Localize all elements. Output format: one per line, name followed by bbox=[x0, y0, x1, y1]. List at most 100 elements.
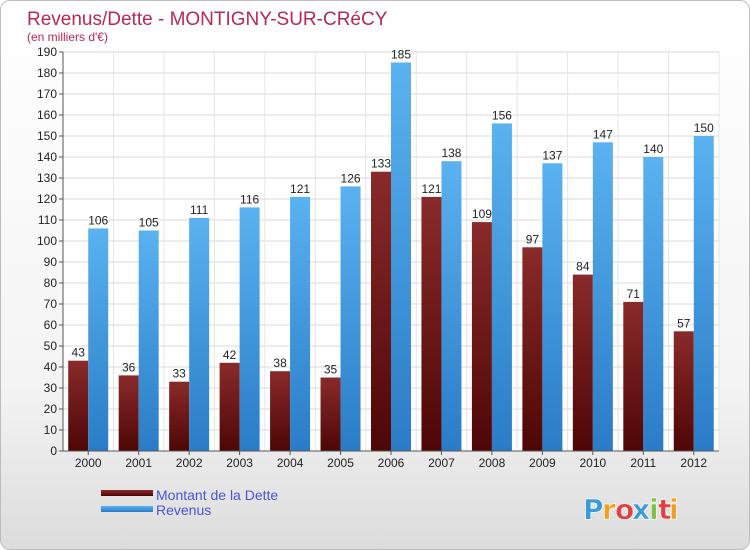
y-tick-label: 170 bbox=[37, 87, 57, 101]
bar-dette bbox=[471, 222, 492, 451]
bar-dette bbox=[270, 371, 291, 451]
x-tick-label: 2004 bbox=[277, 456, 304, 470]
bar-dette bbox=[572, 274, 593, 451]
bars bbox=[68, 62, 714, 452]
value-label: 57 bbox=[677, 316, 691, 330]
bar-revenus bbox=[491, 123, 512, 452]
value-label: 126 bbox=[341, 171, 361, 185]
y-tick-label: 180 bbox=[37, 66, 57, 80]
proxiti-logo: Pr oxi ti bbox=[583, 493, 679, 527]
y-tick-label: 60 bbox=[44, 318, 58, 332]
y-tick-label: 50 bbox=[44, 339, 58, 353]
y-tick-label: 30 bbox=[44, 381, 58, 395]
bar-dette bbox=[623, 301, 644, 451]
x-tick-label: 2002 bbox=[176, 456, 203, 470]
value-label: 116 bbox=[240, 192, 259, 206]
y-tick-label: 120 bbox=[37, 192, 57, 206]
x-tick-label: 2007 bbox=[428, 456, 455, 470]
y-tick-label: 80 bbox=[44, 276, 58, 290]
y-tick-label: 10 bbox=[44, 423, 58, 437]
value-label: 185 bbox=[391, 48, 411, 62]
chart-subtitle: (en milliers d'€) bbox=[27, 30, 108, 44]
y-tick-label: 110 bbox=[38, 213, 57, 227]
logo-letter: t bbox=[658, 493, 671, 526]
bar-revenus bbox=[290, 196, 311, 451]
legend-label-dette: Montant de la Dette bbox=[156, 487, 278, 503]
bar-dette bbox=[118, 375, 139, 451]
x-tick-label: 2005 bbox=[327, 456, 354, 470]
bar-revenus bbox=[643, 157, 664, 451]
legend: Montant de la Dette Revenus bbox=[101, 487, 278, 518]
y-tick-label: 190 bbox=[37, 45, 57, 59]
logo-letter: r bbox=[602, 493, 616, 526]
chart-title: Revenus/Dette - MONTIGNY-SUR-CRéCY bbox=[27, 9, 388, 30]
bar-revenus bbox=[340, 186, 361, 451]
value-label: 156 bbox=[492, 108, 512, 122]
bar-revenus bbox=[239, 207, 260, 451]
x-tick-label: 2011 bbox=[630, 456, 656, 470]
value-label: 140 bbox=[643, 142, 663, 156]
value-label: 84 bbox=[576, 260, 590, 274]
bar-dette bbox=[673, 331, 694, 451]
bar-revenus bbox=[693, 136, 714, 451]
y-tick-label: 70 bbox=[44, 297, 58, 311]
value-label: 111 bbox=[190, 203, 209, 217]
bar-dette bbox=[522, 247, 543, 451]
legend-swatch-revenus bbox=[101, 506, 153, 512]
value-label: 71 bbox=[627, 287, 641, 301]
bar-revenus bbox=[88, 228, 109, 451]
bar-dette bbox=[219, 362, 240, 451]
x-tick-label: 2000 bbox=[75, 456, 102, 470]
value-label: 105 bbox=[139, 216, 159, 230]
y-tick-label: 100 bbox=[37, 234, 57, 248]
legend-label-revenus: Revenus bbox=[156, 502, 211, 518]
bar-revenus bbox=[592, 142, 613, 452]
bar-dette bbox=[421, 196, 442, 451]
y-tick-label: 90 bbox=[44, 255, 58, 269]
bar-dette bbox=[320, 377, 341, 451]
y-tick-label: 160 bbox=[37, 108, 57, 122]
value-label: 42 bbox=[223, 348, 237, 362]
value-label: 138 bbox=[441, 146, 461, 160]
x-tick-label: 2009 bbox=[529, 456, 556, 470]
x-tick-label: 2010 bbox=[579, 456, 606, 470]
x-tick-label: 2006 bbox=[378, 456, 405, 470]
bar-dette bbox=[169, 381, 190, 451]
legend-swatch-dette bbox=[101, 490, 153, 496]
x-tick-label: 2008 bbox=[479, 456, 506, 470]
logo-letter: o bbox=[615, 493, 634, 526]
y-tick-label: 130 bbox=[37, 171, 57, 185]
value-label: 133 bbox=[371, 157, 391, 171]
axes: 0 10 20 30 40 50 60 70 80 90 100 110 120 130 140 150 160… bbox=[37, 45, 719, 470]
bar-revenus bbox=[189, 217, 210, 451]
bar-dette bbox=[371, 171, 391, 451]
value-label: 97 bbox=[526, 232, 540, 246]
value-labels: 43 106 36 105 33 111 42 116 38 121 35 126 133 185 121 1… bbox=[72, 48, 715, 381]
bar-dette bbox=[68, 360, 89, 451]
value-label: 109 bbox=[472, 207, 492, 221]
bar-revenus bbox=[391, 62, 411, 451]
value-label: 121 bbox=[421, 182, 441, 196]
logo-letter: i bbox=[649, 493, 659, 526]
x-tick-label: 2001 bbox=[125, 456, 152, 470]
value-label: 35 bbox=[324, 363, 338, 377]
logo-letter: P bbox=[583, 493, 604, 526]
logo-letter: i bbox=[669, 493, 679, 526]
value-label: 38 bbox=[273, 356, 287, 370]
y-tick-label: 150 bbox=[37, 129, 57, 143]
logo-letter: x bbox=[632, 493, 650, 526]
y-tick-label: 0 bbox=[50, 444, 57, 458]
x-tick-label: 2003 bbox=[226, 456, 253, 470]
value-label: 43 bbox=[72, 346, 86, 360]
y-tick-label: 40 bbox=[44, 360, 58, 374]
bar-revenus bbox=[138, 230, 159, 451]
bar-revenus bbox=[441, 161, 462, 451]
x-tick-label: 2012 bbox=[680, 456, 707, 470]
value-label: 121 bbox=[290, 182, 310, 196]
y-tick-label: 20 bbox=[44, 402, 58, 416]
value-label: 33 bbox=[172, 367, 186, 381]
value-label: 147 bbox=[593, 127, 613, 141]
value-label: 106 bbox=[88, 213, 108, 227]
